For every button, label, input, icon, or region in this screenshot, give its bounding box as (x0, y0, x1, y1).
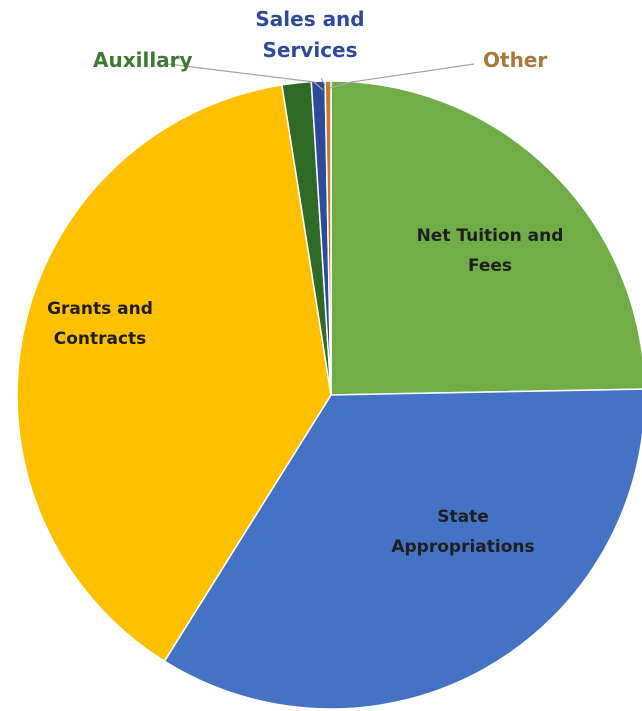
leader-line-other (329, 63, 475, 89)
pie-slice-state-appropriations (163, 388, 642, 710)
slice-label-net-tuition-and-fees: Net Tuition and Fees (417, 226, 564, 276)
pie-slice-net-tuition-and-fees (330, 80, 642, 396)
pie-slice-grants-and-contracts (16, 84, 332, 663)
slice-label-other: Other (483, 48, 547, 72)
slice-label-auxillary: Auxillary (93, 48, 193, 72)
pie-slice-other (324, 80, 332, 396)
leader-line-auxillary (167, 63, 324, 91)
slice-label-state-appropriations: State Appropriations (391, 507, 534, 557)
leader-line-sales-and-services (320, 77, 326, 86)
slice-label-grants-and-contracts: Grants and Contracts (47, 299, 153, 349)
slice-label-sales-and-services: Sales and Services (255, 7, 364, 62)
